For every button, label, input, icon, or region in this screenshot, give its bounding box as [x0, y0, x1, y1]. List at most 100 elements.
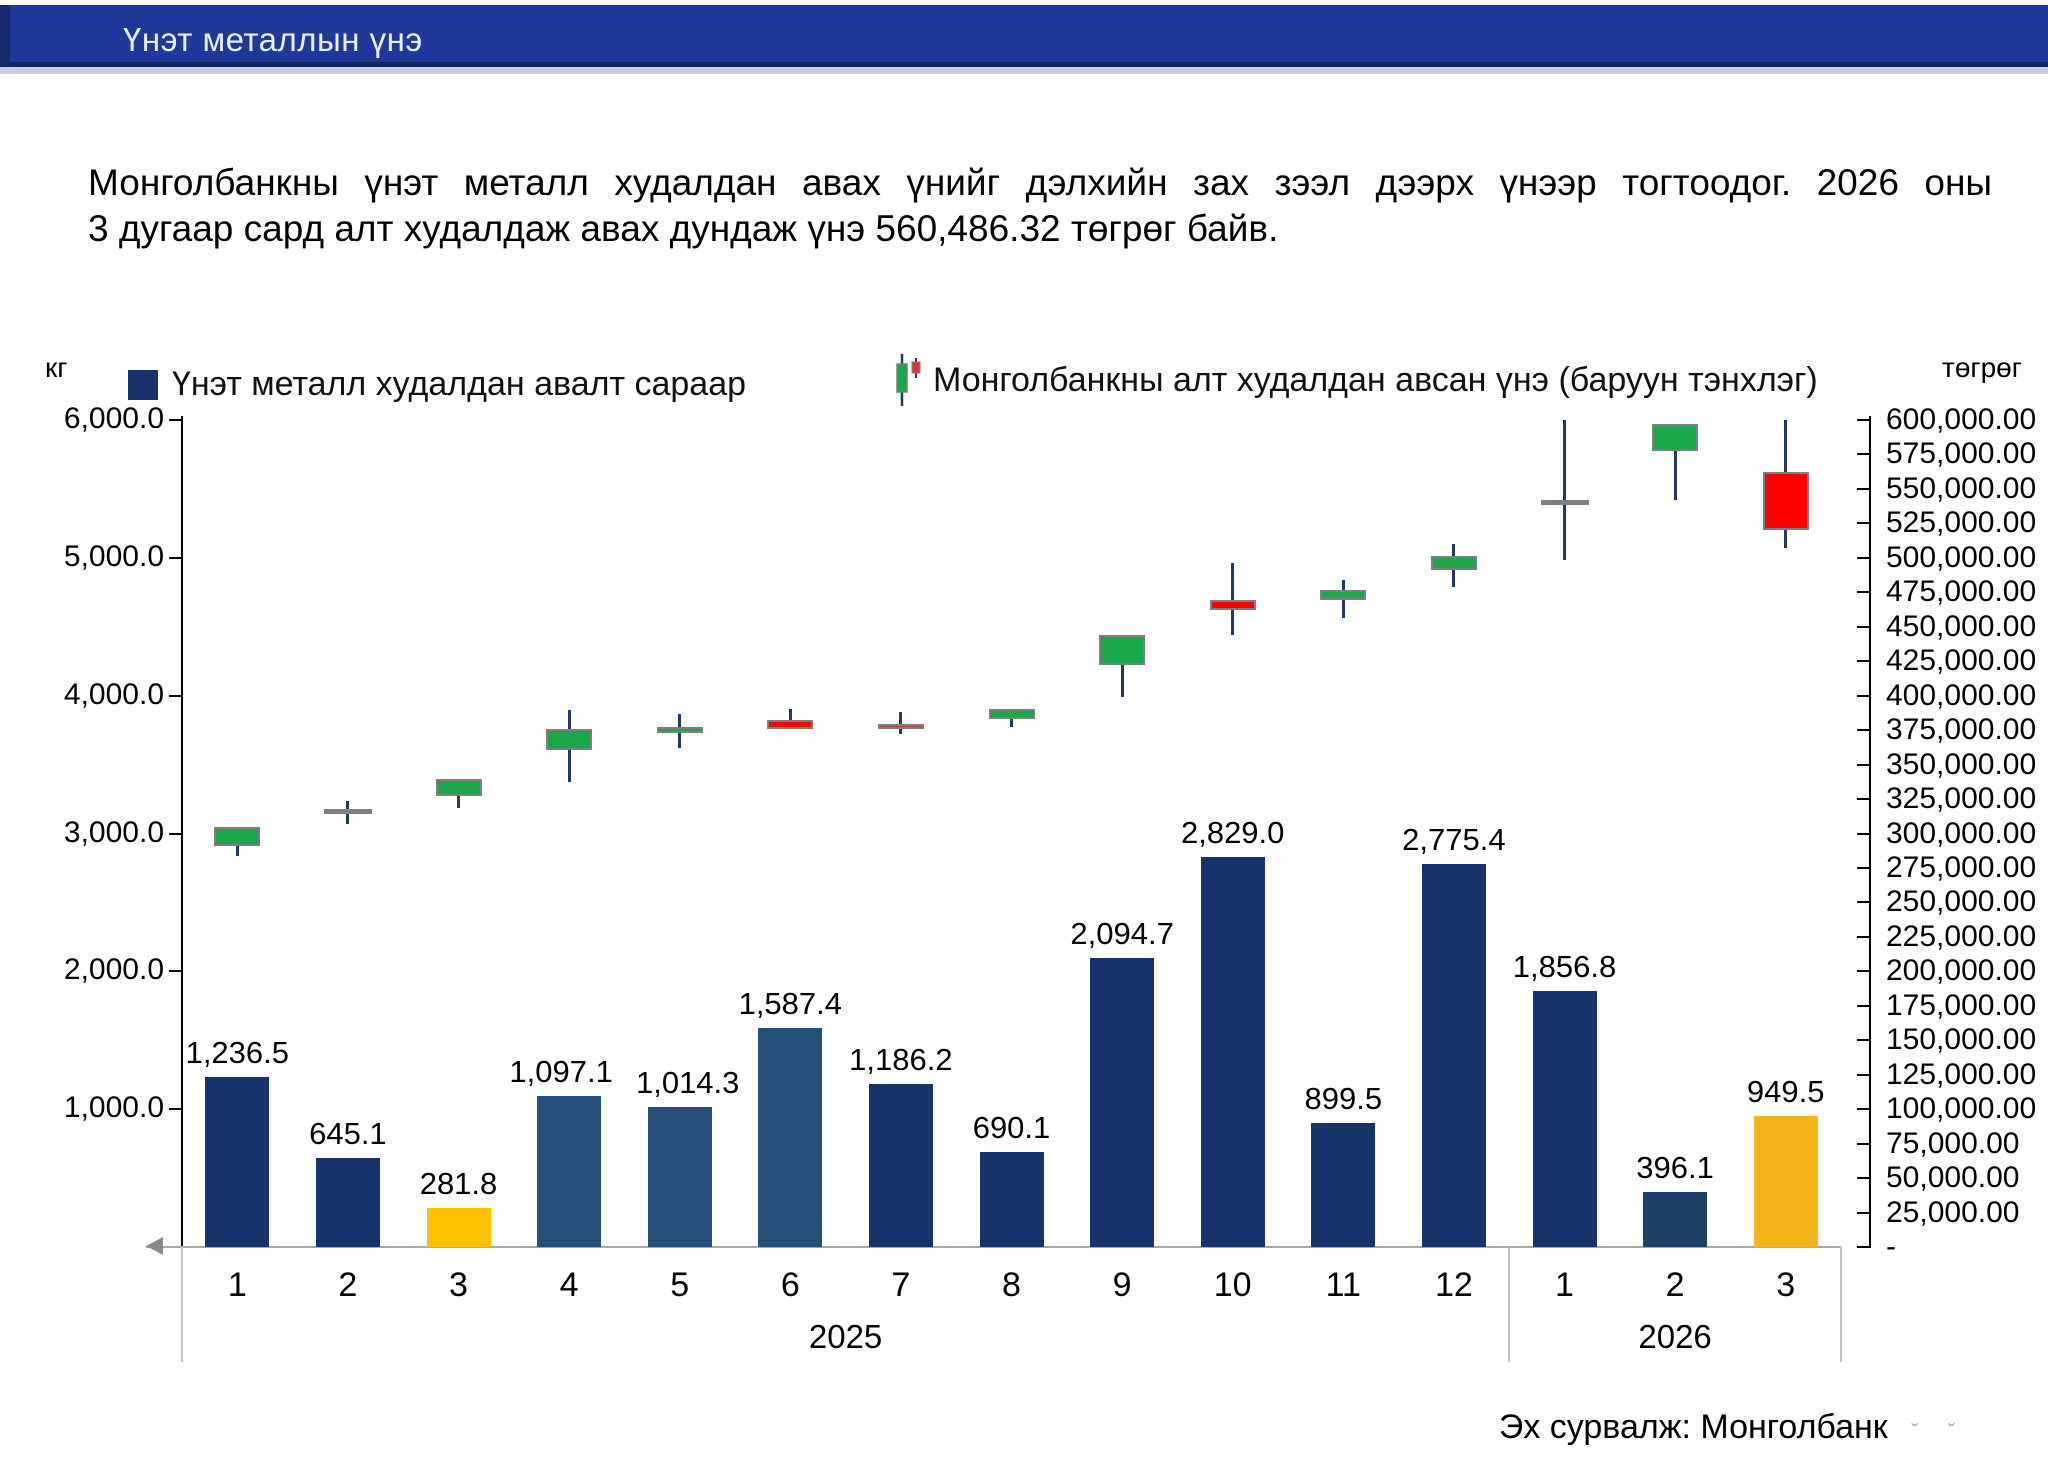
bar-label: 1,186.2 — [849, 1041, 953, 1077]
x-tick-label: 9 — [1112, 1266, 1132, 1304]
right-axis-tick-label: 200,000.00 — [1886, 954, 2037, 988]
left-axis-tick-label: 5,000.0 — [63, 539, 164, 573]
right-axis-tick — [1857, 625, 1870, 628]
bar — [1090, 958, 1155, 1247]
right-axis-tick — [1857, 556, 1870, 559]
bar — [1421, 864, 1486, 1247]
description-line-2: 3 дугаар сард алт худалдаж авах дундаж ү… — [88, 208, 1279, 249]
legend-bars-label: Үнэт металл худалдан авалт сараар — [172, 365, 747, 403]
bar — [205, 1076, 270, 1247]
right-axis-tick-label: 100,000.00 — [1886, 1092, 2037, 1126]
right-axis-tick — [1857, 1177, 1870, 1180]
bar — [315, 1158, 380, 1247]
bar — [1311, 1123, 1376, 1247]
candle-wick — [788, 708, 792, 730]
x-tick-label: 11 — [1325, 1266, 1361, 1304]
candle-body — [656, 726, 703, 733]
legend-item-bars: Үнэт металл худалдан авалт сараар — [128, 365, 746, 404]
x-tick-label: 1 — [1555, 1266, 1574, 1304]
bar — [758, 1028, 823, 1247]
bar-label: 2,094.7 — [1070, 916, 1174, 952]
candle-body — [1762, 472, 1809, 530]
right-axis-tick-label: 300,000.00 — [1886, 816, 2037, 850]
right-axis-tick-label: 25,000.00 — [1886, 1195, 2020, 1229]
axis-start-arrow-icon — [146, 1237, 163, 1255]
candle-wick — [1563, 420, 1566, 560]
right-axis-tick-label: 500,000.00 — [1886, 540, 2037, 574]
right-axis-tick — [1857, 866, 1870, 869]
right-axis-tick-label: 400,000.00 — [1886, 678, 2037, 712]
right-axis-tick-label: 525,000.00 — [1886, 506, 2037, 540]
bar-label: 1,236.5 — [185, 1034, 290, 1070]
left-axis-tick-label: - — [14, 1229, 164, 1263]
page-title: Үнэт металлын үнэ — [123, 21, 423, 58]
bar-label: 949.5 — [1746, 1074, 1825, 1110]
bar — [1200, 857, 1265, 1247]
x-tick-label: 4 — [559, 1266, 579, 1304]
header-band: Үнэт металлын үнэ — [0, 5, 2048, 67]
left-axis-tick — [169, 419, 182, 421]
left-axis-tick — [169, 556, 182, 559]
bar-label: 281.8 — [419, 1166, 498, 1202]
description: Монголбанкны үнэт металл худалдан авах ү… — [88, 160, 1992, 252]
left-value-axis — [181, 416, 183, 1248]
right-axis-tick — [1857, 970, 1870, 973]
right-axis-tick — [1857, 763, 1870, 766]
bar — [1532, 991, 1597, 1247]
right-axis-tick — [1857, 832, 1870, 835]
bar-label: 1,587.4 — [738, 986, 843, 1022]
candle-wick — [1231, 562, 1235, 636]
right-axis-tick-label: 600,000.00 — [1886, 403, 2037, 436]
header-accent-strip — [0, 5, 10, 67]
right-axis-tick — [1857, 660, 1870, 663]
source-artifact-marks: ˘˘ — [1911, 1421, 1985, 1443]
bar — [1753, 1116, 1818, 1247]
bar-label: 1,856.8 — [1512, 949, 1617, 985]
bar — [979, 1151, 1044, 1247]
right-axis-unit: төгрөг — [1942, 352, 2022, 383]
candlestick-icon — [895, 352, 925, 408]
candle-body — [1209, 600, 1256, 611]
x-tick-label: 3 — [449, 1266, 468, 1304]
right-axis-tick — [1857, 1142, 1870, 1145]
left-axis-tick — [169, 832, 182, 835]
right-axis-tick-label: 350,000.00 — [1886, 747, 2037, 781]
right-axis-tick-label: 150,000.00 — [1886, 1023, 2037, 1057]
year-separator — [181, 1247, 183, 1362]
x-tick-label: 10 — [1213, 1266, 1252, 1304]
x-tick-label: 7 — [891, 1266, 911, 1304]
right-axis-tick-label: 375,000.00 — [1886, 713, 2037, 747]
right-axis-tick — [1857, 453, 1870, 456]
right-axis-tick — [1857, 522, 1870, 525]
source-text: Эх сурвалж: Монголбанк — [1498, 1408, 1888, 1446]
bar-label: 396.1 — [1636, 1150, 1714, 1186]
x-tick-label: 5 — [670, 1266, 690, 1304]
right-axis-tick-label: 475,000.00 — [1886, 575, 2037, 609]
right-axis-tick — [1857, 1211, 1870, 1214]
year-label: 2025 — [808, 1318, 883, 1355]
bar-label: 899.5 — [1304, 1081, 1383, 1117]
x-tick-label: 2 — [1665, 1266, 1685, 1304]
x-tick-label: 8 — [1002, 1266, 1021, 1304]
bar-label: 645.1 — [309, 1116, 387, 1152]
left-axis-tick — [169, 694, 182, 697]
candle-body — [767, 719, 814, 730]
right-axis-tick — [1857, 1108, 1870, 1111]
left-axis-unit: кг — [45, 352, 68, 383]
year-label: 2026 — [1638, 1318, 1712, 1355]
right-axis-tick — [1857, 901, 1870, 904]
right-axis-tick — [1857, 1073, 1870, 1076]
right-value-axis — [1869, 416, 1871, 1248]
x-tick-label: 1 — [227, 1266, 247, 1304]
year-separator — [1840, 1247, 1842, 1362]
navy-square-icon — [128, 369, 158, 400]
bar-label: 2,829.0 — [1180, 815, 1285, 851]
candle-wick — [1120, 635, 1124, 698]
description-line-1: Монголбанкны үнэт металл худалдан авах ү… — [88, 162, 1992, 203]
left-axis-tick — [169, 970, 182, 973]
candle-doji-line — [1540, 500, 1589, 506]
right-axis-tick-label: 325,000.00 — [1886, 782, 2037, 816]
right-axis-tick — [1857, 798, 1870, 801]
bar-label: 1,014.3 — [635, 1065, 740, 1101]
year-separator — [1508, 1247, 1511, 1362]
